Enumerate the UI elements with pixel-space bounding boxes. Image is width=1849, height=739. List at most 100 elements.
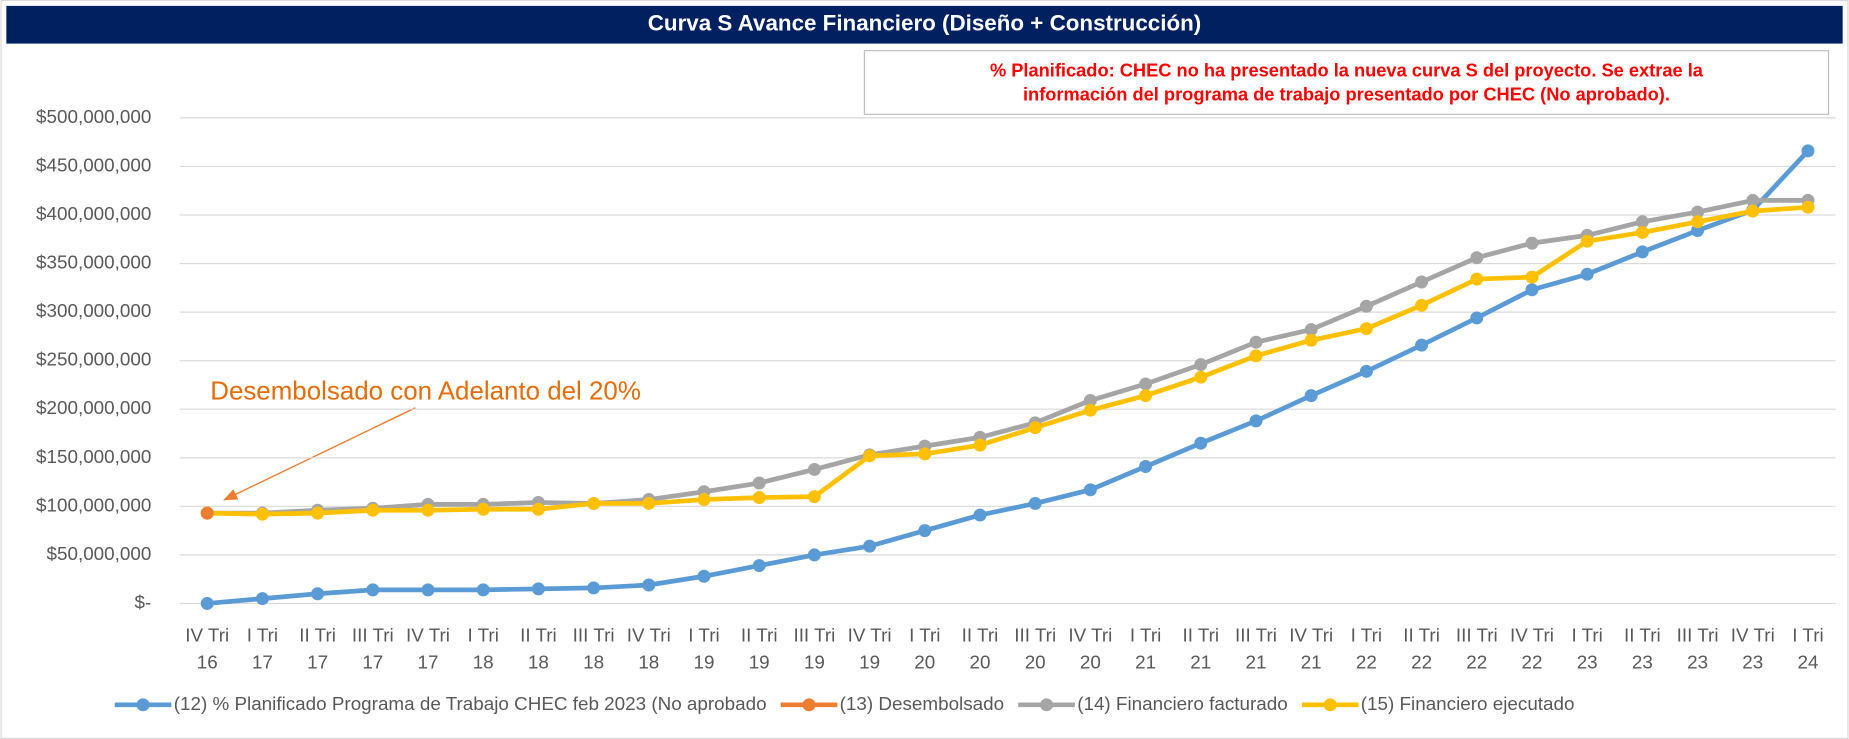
x-tick-label: III Tri 21 — [1235, 624, 1277, 672]
data-point — [918, 524, 932, 538]
x-tick-label-line: IV Tri — [1510, 624, 1554, 645]
x-tick-label-line: IV Tri — [1731, 624, 1775, 645]
chart-title: Curva S Avance Financiero (Diseño + Cons… — [648, 11, 1202, 36]
data-point — [531, 502, 545, 516]
x-tick-label: IV Tri 21 — [1289, 624, 1333, 672]
x-tick-label: IV Tri 20 — [1068, 624, 1112, 672]
x-tick-label-line: 21 — [1301, 652, 1322, 673]
data-point — [973, 438, 987, 452]
legend-marker — [1040, 698, 1054, 712]
x-tick-label-line: 20 — [914, 652, 935, 673]
x-tick-label: I Tri 24 — [1792, 624, 1823, 672]
data-point — [1635, 245, 1649, 259]
data-point — [421, 583, 435, 597]
y-tick-label: $400,000,000 — [36, 203, 151, 224]
legend-marker — [1323, 698, 1337, 712]
title-bar — [6, 5, 1843, 44]
x-tick-label-line: 18 — [528, 652, 549, 673]
data-point — [1801, 144, 1815, 158]
x-tick-label-line: 22 — [1522, 652, 1543, 673]
y-tick-label: $200,000,000 — [36, 397, 151, 418]
x-tick-label-line: III Tri — [1235, 624, 1277, 645]
x-tick-label: IV Tri 23 — [1731, 624, 1775, 672]
x-tick-label-line: 23 — [1632, 652, 1653, 673]
x-tick-label-line: II Tri — [962, 624, 999, 645]
legend-label: (13) Desembolsado — [840, 693, 1004, 714]
data-point — [1194, 358, 1208, 372]
x-tick-label-line: 19 — [694, 652, 715, 673]
y-tick-label: $450,000,000 — [36, 154, 151, 175]
x-tick-label-line: I Tri — [467, 624, 498, 645]
x-tick-label-line: IV Tri — [1289, 624, 1333, 645]
data-point — [366, 583, 380, 597]
data-point — [1194, 436, 1208, 450]
x-tick-label: I Tri 18 — [467, 624, 498, 672]
data-point — [476, 502, 490, 516]
data-point — [1525, 270, 1539, 284]
x-tick-label: I Tri 23 — [1571, 624, 1602, 672]
x-tick-label-line: 19 — [749, 652, 770, 673]
x-tick-label: II Tri 23 — [1624, 624, 1661, 672]
x-tick-label: III Tri 19 — [793, 624, 835, 672]
x-tick-label-line: II Tri — [520, 624, 557, 645]
x-tick-label-line: III Tri — [573, 624, 615, 645]
x-tick-label-line: IV Tri — [627, 624, 671, 645]
x-tick-label: I Tri 20 — [909, 624, 940, 672]
data-point — [531, 582, 545, 596]
y-tick-label: $350,000,000 — [36, 252, 151, 273]
x-tick-label: IV Tri 22 — [1510, 624, 1554, 672]
x-tick-label-line: 23 — [1577, 652, 1598, 673]
data-point — [1028, 496, 1042, 510]
data-point — [1746, 204, 1760, 218]
x-tick-label-line: 22 — [1411, 652, 1432, 673]
x-tick-label-line: IV Tri — [406, 624, 450, 645]
data-point — [1304, 323, 1318, 337]
series-line — [207, 149, 1810, 606]
data-point — [697, 569, 711, 583]
x-tick-label-line: I Tri — [1130, 624, 1161, 645]
legend-marker — [136, 698, 150, 712]
x-tick-label: I Tri 22 — [1351, 624, 1382, 672]
x-tick-label-line: 16 — [197, 652, 218, 673]
x-tick-label-line: I Tri — [688, 624, 719, 645]
y-tick-label: $150,000,000 — [36, 446, 151, 467]
x-tick-label-line: 19 — [804, 652, 825, 673]
data-point — [255, 507, 269, 521]
x-tick-label: I Tri 17 — [247, 624, 278, 672]
x-tick-label: II Tri 18 — [520, 624, 557, 672]
x-tick-label-line: II Tri — [741, 624, 778, 645]
data-point — [200, 596, 214, 610]
y-tick-label: $500,000,000 — [36, 106, 151, 127]
data-point — [1415, 338, 1429, 352]
legend-marker — [802, 698, 816, 712]
x-tick-label-line: 20 — [970, 652, 991, 673]
data-point — [1525, 236, 1539, 250]
x-tick-label-line: I Tri — [1351, 624, 1382, 645]
data-point — [752, 559, 766, 573]
x-tick-label: III Tri 20 — [1014, 624, 1056, 672]
x-tick-label: III Tri 17 — [352, 624, 394, 672]
data-point — [1525, 283, 1539, 297]
data-point — [1801, 200, 1815, 214]
x-tick-label: II Tri 17 — [299, 624, 336, 672]
x-tick-label-line: III Tri — [1456, 624, 1498, 645]
note-line: información del programa de trabajo pres… — [1023, 83, 1670, 104]
x-tick-label-line: 20 — [1025, 652, 1046, 673]
data-point — [1746, 193, 1760, 207]
data-point — [752, 476, 766, 490]
data-point — [1083, 483, 1097, 497]
series-line — [207, 198, 1808, 516]
data-point — [1139, 389, 1153, 403]
x-tick-label-line: 17 — [362, 652, 383, 673]
data-point — [1194, 370, 1208, 384]
x-tick-label: II Tri 22 — [1403, 624, 1440, 672]
data-point — [1083, 393, 1097, 407]
data-point — [1580, 234, 1594, 248]
data-point — [1580, 267, 1594, 281]
data-point — [1691, 215, 1705, 229]
data-point — [1249, 414, 1263, 428]
data-point — [1470, 311, 1484, 325]
x-tick-label-line: IV Tri — [848, 624, 892, 645]
